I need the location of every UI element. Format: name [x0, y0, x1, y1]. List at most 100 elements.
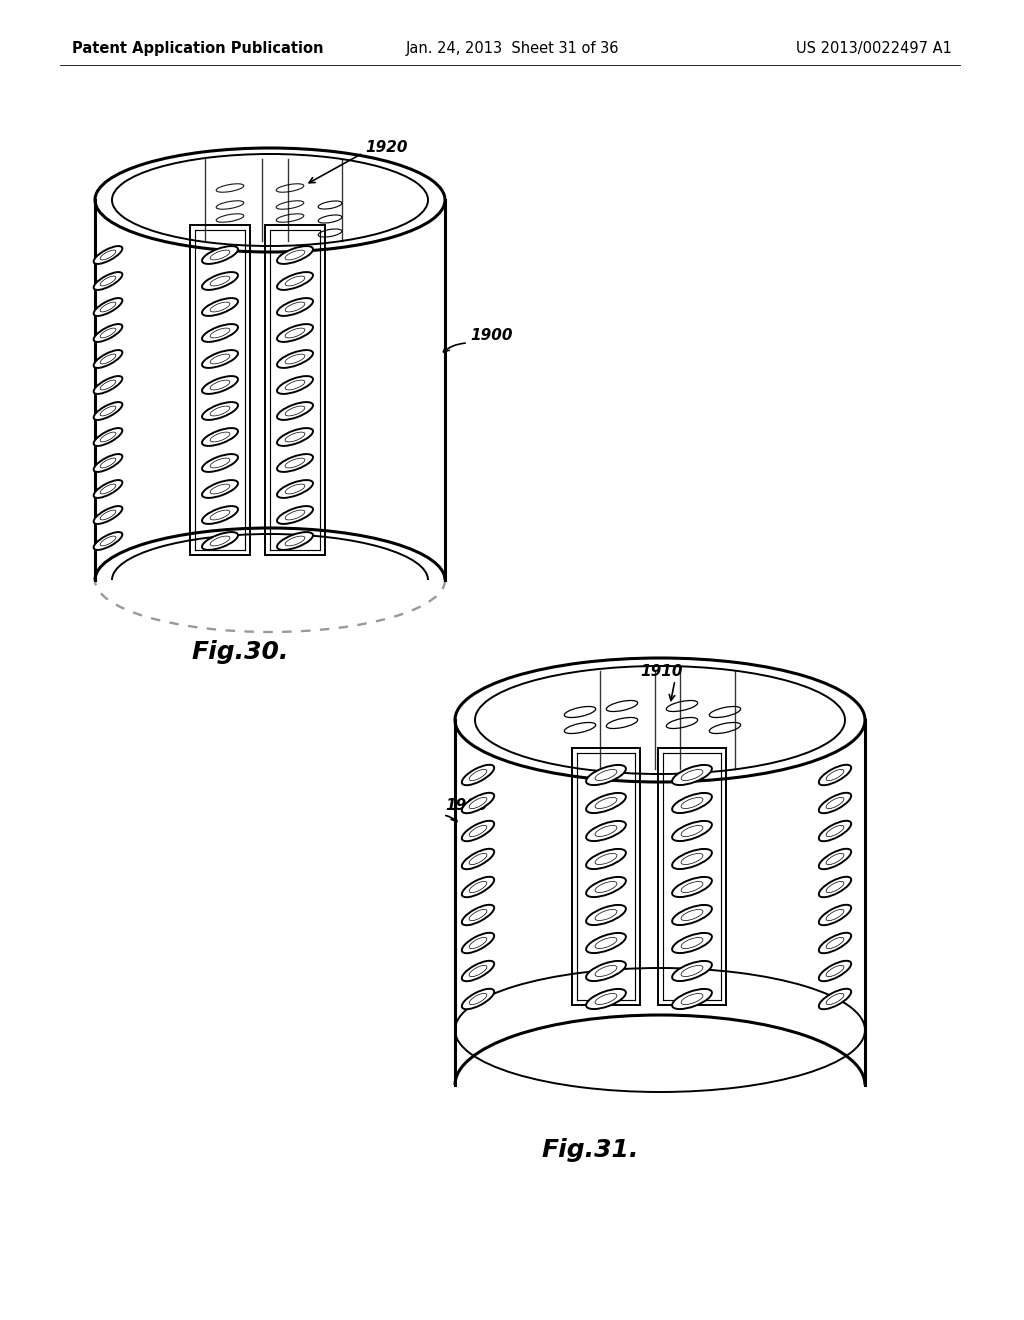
Ellipse shape: [210, 380, 230, 389]
Ellipse shape: [93, 403, 122, 420]
Ellipse shape: [586, 876, 626, 898]
Text: Fig.30.: Fig.30.: [191, 640, 289, 664]
Ellipse shape: [278, 454, 313, 473]
Ellipse shape: [826, 882, 844, 892]
Ellipse shape: [202, 480, 238, 498]
Ellipse shape: [100, 302, 116, 312]
Ellipse shape: [462, 821, 495, 841]
Ellipse shape: [819, 793, 851, 813]
Ellipse shape: [210, 249, 230, 260]
Ellipse shape: [93, 272, 122, 290]
Ellipse shape: [202, 272, 238, 290]
Ellipse shape: [202, 532, 238, 550]
Ellipse shape: [285, 458, 305, 467]
Ellipse shape: [278, 272, 313, 290]
Ellipse shape: [826, 854, 844, 865]
Ellipse shape: [586, 961, 626, 981]
Ellipse shape: [586, 989, 626, 1008]
Ellipse shape: [826, 937, 844, 949]
Ellipse shape: [672, 906, 712, 925]
Ellipse shape: [100, 484, 116, 494]
Ellipse shape: [462, 764, 495, 785]
Text: Patent Application Publication: Patent Application Publication: [72, 41, 324, 55]
Ellipse shape: [681, 797, 702, 809]
Ellipse shape: [826, 825, 844, 837]
Ellipse shape: [462, 876, 495, 898]
Ellipse shape: [93, 454, 122, 473]
Ellipse shape: [100, 329, 116, 338]
Ellipse shape: [202, 506, 238, 524]
Ellipse shape: [469, 965, 486, 977]
Ellipse shape: [826, 994, 844, 1005]
Ellipse shape: [826, 770, 844, 780]
Ellipse shape: [672, 876, 712, 898]
Ellipse shape: [202, 376, 238, 393]
Ellipse shape: [462, 961, 495, 981]
Ellipse shape: [672, 793, 712, 813]
Ellipse shape: [469, 825, 486, 837]
Ellipse shape: [278, 428, 313, 446]
Ellipse shape: [210, 276, 230, 286]
Ellipse shape: [819, 821, 851, 841]
Ellipse shape: [819, 989, 851, 1010]
Ellipse shape: [595, 937, 616, 949]
Ellipse shape: [202, 325, 238, 342]
Ellipse shape: [672, 764, 712, 785]
Ellipse shape: [100, 380, 116, 389]
Ellipse shape: [210, 510, 230, 520]
Ellipse shape: [586, 849, 626, 869]
Text: Jan. 24, 2013  Sheet 31 of 36: Jan. 24, 2013 Sheet 31 of 36: [406, 41, 618, 55]
Ellipse shape: [93, 323, 122, 342]
Ellipse shape: [100, 432, 116, 442]
Ellipse shape: [285, 510, 305, 520]
Ellipse shape: [672, 849, 712, 869]
Ellipse shape: [681, 825, 702, 837]
Ellipse shape: [210, 432, 230, 442]
Ellipse shape: [278, 298, 313, 315]
Ellipse shape: [285, 536, 305, 546]
Ellipse shape: [595, 882, 616, 892]
Ellipse shape: [93, 376, 122, 393]
Ellipse shape: [285, 249, 305, 260]
Ellipse shape: [285, 329, 305, 338]
Ellipse shape: [278, 246, 313, 264]
Text: 1900: 1900: [445, 797, 487, 813]
Text: 1920: 1920: [365, 140, 408, 156]
Ellipse shape: [202, 298, 238, 315]
Ellipse shape: [210, 354, 230, 364]
Ellipse shape: [278, 506, 313, 524]
Ellipse shape: [469, 909, 486, 920]
Ellipse shape: [672, 933, 712, 953]
Ellipse shape: [595, 770, 616, 780]
Ellipse shape: [462, 849, 495, 869]
Ellipse shape: [586, 793, 626, 813]
Ellipse shape: [672, 821, 712, 841]
Ellipse shape: [469, 882, 486, 892]
Ellipse shape: [100, 276, 116, 286]
Ellipse shape: [93, 298, 122, 315]
Text: US 2013/0022497 A1: US 2013/0022497 A1: [796, 41, 952, 55]
Ellipse shape: [819, 961, 851, 981]
Ellipse shape: [462, 933, 495, 953]
Ellipse shape: [210, 302, 230, 312]
Ellipse shape: [210, 407, 230, 416]
Ellipse shape: [285, 276, 305, 286]
Ellipse shape: [285, 407, 305, 416]
Ellipse shape: [819, 904, 851, 925]
Ellipse shape: [278, 480, 313, 498]
Ellipse shape: [469, 797, 486, 809]
Ellipse shape: [469, 854, 486, 865]
Ellipse shape: [681, 770, 702, 780]
Ellipse shape: [469, 937, 486, 949]
Ellipse shape: [462, 793, 495, 813]
Ellipse shape: [202, 246, 238, 264]
Ellipse shape: [819, 764, 851, 785]
Ellipse shape: [681, 937, 702, 949]
Ellipse shape: [210, 536, 230, 546]
Ellipse shape: [278, 403, 313, 420]
Ellipse shape: [462, 904, 495, 925]
Ellipse shape: [595, 994, 616, 1005]
Ellipse shape: [278, 532, 313, 550]
Ellipse shape: [469, 994, 486, 1005]
Ellipse shape: [595, 825, 616, 837]
